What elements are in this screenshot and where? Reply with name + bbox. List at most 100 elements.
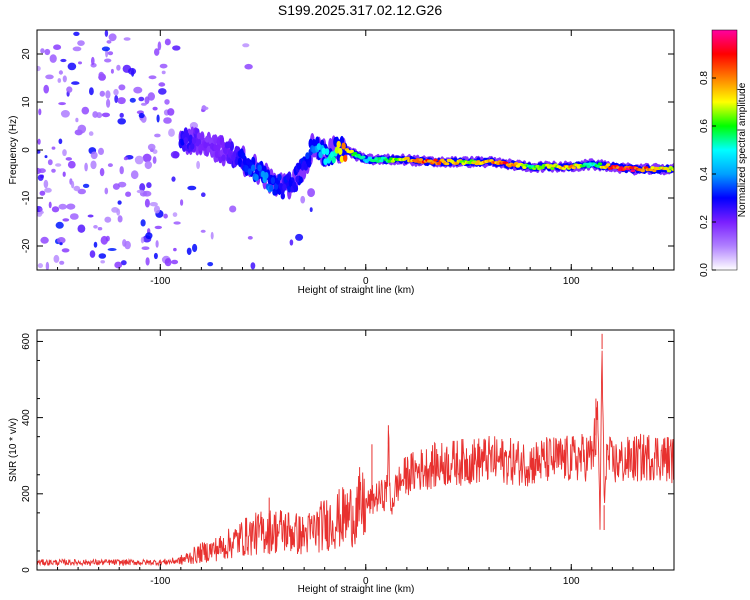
ridge-mark <box>234 155 239 166</box>
ridge-mark <box>474 162 479 166</box>
noise-blob <box>154 133 161 138</box>
ridge-mark <box>545 163 550 167</box>
ridge-mark <box>540 166 545 170</box>
noise-blob <box>123 37 131 41</box>
noise-blob <box>309 207 313 213</box>
noise-blob <box>100 260 105 264</box>
ridge-mark <box>246 158 251 165</box>
ridge-mark <box>280 192 285 200</box>
noise-blob <box>229 205 237 213</box>
colorbar: 0.0 0.2 0.4 0.6 0.8 Normalized spectral ampl… <box>699 29 748 277</box>
noise-blob <box>45 74 54 80</box>
noise-blob <box>104 30 109 37</box>
noise-blob <box>61 248 70 253</box>
colorbar-tick-label: 0.6 <box>699 119 710 133</box>
noise-blob <box>77 40 85 46</box>
noise-blob <box>62 218 70 222</box>
ridge-mark <box>520 163 525 167</box>
ridge-mark <box>444 162 450 166</box>
ridge-mark <box>298 176 303 184</box>
noise-blob <box>146 182 152 189</box>
noise-blob <box>45 261 50 270</box>
ridge-mark <box>597 162 603 166</box>
ridge-mark <box>229 141 234 152</box>
ridge-mark <box>213 144 218 151</box>
ridge-mark <box>596 164 601 168</box>
x-tick-label: -100 <box>150 276 170 287</box>
noise-blob <box>118 84 126 91</box>
ridge-mark <box>389 157 394 161</box>
noise-blob <box>158 88 167 95</box>
noise-blob <box>38 108 42 116</box>
ridge-mark <box>260 170 266 178</box>
noise-blob <box>140 236 145 244</box>
noise-blob <box>295 233 304 241</box>
noise-blob <box>153 205 161 214</box>
noise-blob <box>39 207 43 212</box>
ridge-mark <box>650 166 655 170</box>
noise-blob <box>39 190 46 196</box>
colorbar-label: Normalized spectral amplitude <box>737 82 748 217</box>
noise-blob <box>153 252 158 260</box>
y-tick-label: 200 <box>21 485 32 502</box>
ridge-mark <box>361 155 366 159</box>
noise-blob <box>180 199 184 206</box>
noise-blob <box>210 231 214 240</box>
noise-blob <box>186 247 192 255</box>
noise-blob <box>96 112 103 119</box>
noise-blob <box>158 82 166 87</box>
snr-frame <box>36 329 675 571</box>
noise-blob <box>139 183 146 192</box>
noise-blob <box>119 166 124 175</box>
noise-blob <box>97 227 103 231</box>
ridge-mark <box>257 164 262 172</box>
noise-blob <box>93 225 98 229</box>
noise-blob <box>172 212 178 218</box>
noise-blob <box>49 54 57 63</box>
noise-blob <box>171 259 179 265</box>
noise-blob <box>167 108 175 116</box>
noise-blob <box>144 160 152 170</box>
noise-blob <box>112 183 120 190</box>
ridge-mark <box>318 151 323 159</box>
noise-blob <box>201 106 209 111</box>
ridge-mark <box>247 168 253 176</box>
noise-blob <box>90 160 97 170</box>
ridge-mark <box>272 188 277 196</box>
noise-blob <box>107 248 117 251</box>
ridge-mark <box>282 183 287 191</box>
ridge-mark <box>323 158 328 166</box>
noise-blob <box>60 58 67 63</box>
noise-blob <box>114 95 119 103</box>
noise-blob <box>136 189 145 194</box>
noise-blob <box>98 253 107 259</box>
noise-blob <box>51 206 60 213</box>
noise-blob <box>119 112 124 118</box>
ridge-mark <box>277 173 282 181</box>
noise-blob <box>123 156 128 161</box>
ridge-mark <box>288 180 294 188</box>
noise-blob <box>59 260 65 265</box>
colorbar-tick-label: 0.8 <box>699 71 710 85</box>
noise-blob <box>173 221 181 225</box>
noise-blob <box>159 63 168 69</box>
noise-blob <box>138 112 145 119</box>
ridge-mark <box>264 172 269 179</box>
noise-blob <box>62 171 66 177</box>
ridge-mark <box>379 159 384 163</box>
noise-blob <box>201 192 206 197</box>
noise-blob <box>69 213 79 220</box>
noise-blob <box>87 214 94 218</box>
noise-blob <box>152 149 158 155</box>
noise-blob <box>164 258 172 267</box>
ridge-mark <box>206 145 211 153</box>
snr-xlabel: Height of straight line (km) <box>298 584 415 595</box>
noise-blob <box>133 86 143 94</box>
noise-blob <box>104 58 112 63</box>
noise-blob <box>75 117 79 123</box>
noise-blob <box>289 239 294 246</box>
noise-blob <box>57 78 62 83</box>
noise-blob <box>53 44 62 50</box>
ridge-mark <box>341 142 346 150</box>
noise-blob <box>117 200 122 205</box>
